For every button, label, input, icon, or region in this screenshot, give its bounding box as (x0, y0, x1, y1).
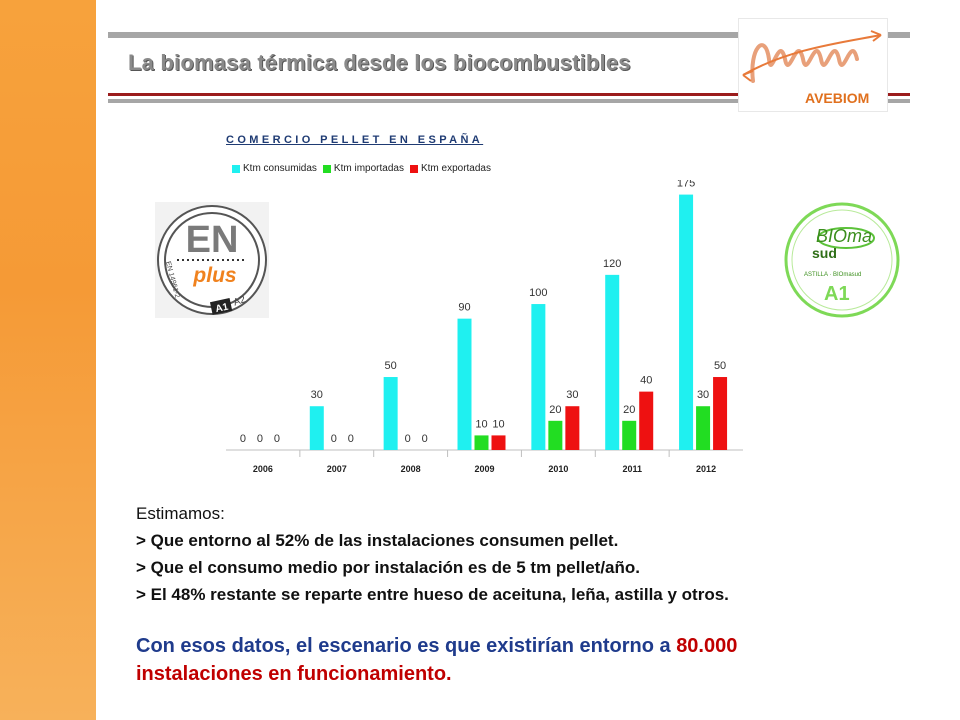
bar-data-label: 175 (677, 180, 695, 190)
bar-ktm-consumidas (679, 194, 694, 450)
bar-ktm-importadas (696, 406, 711, 450)
bar-data-label: 0 (422, 433, 428, 445)
legend-label-consumidas: Ktm consumidas (243, 163, 317, 174)
bar-data-label: 0 (348, 433, 354, 445)
enplus-main-text: EN (186, 219, 239, 261)
bar-data-label: 50 (714, 360, 726, 372)
legend-label-exportadas: Ktm exportadas (420, 163, 491, 174)
enplus-class-a1: A1 (215, 302, 230, 316)
bar-ktm-consumidas (457, 318, 472, 450)
bar-data-label: 0 (405, 433, 411, 445)
bar-data-label: 120 (603, 258, 621, 270)
x-tick-label: 2006 (253, 464, 273, 474)
avebiom-logo-text: AVEBIOM (805, 90, 869, 106)
left-accent-band (0, 0, 96, 720)
conclusion-text: Con esos datos, el escenario es que exis… (136, 632, 737, 688)
bar-data-label: 0 (331, 433, 337, 445)
bullet-1: > Que entorno al 52% de las instalacione… (136, 531, 619, 550)
biomasud-ring-text: ASTILLA · BIOmasud (804, 272, 861, 278)
bar-ktm-consumidas (531, 304, 546, 450)
x-tick-label: 2010 (548, 464, 568, 474)
conclusion-part-b: instalaciones en funcionamiento. (136, 663, 452, 685)
bar-data-label: 30 (566, 389, 578, 401)
bar-ktm-exportadas (565, 406, 580, 450)
legend-swatch-consumidas (232, 164, 240, 173)
x-tick-label: 2007 (327, 464, 347, 474)
conclusion-line-1: Con esos datos, el escenario es que exis… (136, 632, 737, 660)
bar-data-label: 20 (549, 404, 561, 416)
legend-item-consumidas: Ktm consumidas (232, 163, 317, 174)
intro-text: Estimamos: (136, 504, 225, 523)
bar-data-label: 0 (257, 433, 263, 445)
bar-data-label: 90 (458, 302, 470, 314)
header-red-line (108, 93, 910, 96)
legend-item-exportadas: Ktm exportadas (409, 163, 491, 174)
enplus-class-a2: A2 (232, 294, 248, 309)
bar-ktm-consumidas (605, 274, 620, 450)
avebiom-logo-graphic: AVEBIOM (742, 30, 882, 106)
biomasud-line1: BIOma (816, 226, 872, 246)
bar-data-label: 100 (529, 287, 547, 299)
legend-item-importadas: Ktm importadas (322, 163, 404, 174)
header-gray-line (108, 32, 910, 38)
bar-data-label: 0 (240, 433, 246, 445)
bar-data-label: 30 (697, 389, 709, 401)
bar-data-label: 10 (492, 418, 504, 430)
body-text: Estimamos: > Que entorno al 52% de las i… (136, 500, 729, 608)
enplus-seal: EN plus EN 14961-2 A1 A2 (155, 202, 269, 323)
x-tick-label: 2008 (401, 464, 421, 474)
biomasud-line2: sud (812, 245, 837, 261)
bullet-3: > El 48% restante se reparte entre hueso… (136, 585, 729, 604)
bar-ktm-importadas (622, 420, 637, 450)
bar-data-label: 50 (385, 360, 397, 372)
chart-legend: Ktm consumidas Ktm importadas Ktm export… (232, 163, 491, 174)
biomasud-class: A1 (824, 283, 850, 305)
bar-ktm-exportadas (639, 391, 654, 450)
legend-label-importadas: Ktm importadas (333, 163, 404, 174)
bar-data-label: 10 (475, 418, 487, 430)
biomasud-seal: BIOma sud ASTILLA · BIOmasud A1 (782, 200, 902, 325)
bar-data-label: 0 (274, 433, 280, 445)
slide-title: La biomasa térmica desde los biocombusti… (128, 50, 631, 75)
bar-ktm-exportadas (491, 435, 506, 450)
legend-swatch-importadas (322, 164, 331, 173)
bullet-2: > Que el consumo medio por instalación e… (136, 558, 640, 577)
bar-ktm-consumidas (383, 377, 398, 450)
legend-swatch-exportadas (409, 164, 418, 173)
chart-title: COMERCIO PELLET EN ESPAÑA (226, 134, 484, 146)
bar-ktm-importadas (474, 435, 489, 450)
enplus-sub-text: plus (192, 264, 236, 287)
conclusion-number: 80.000 (676, 635, 738, 657)
biomasud-seal-graphic: BIOma sud ASTILLA · BIOmasud A1 (784, 202, 900, 318)
conclusion-part-a: Con esos datos, el escenario es que exis… (136, 635, 677, 657)
bar-data-label: 30 (311, 389, 323, 401)
enplus-seal-graphic: EN plus EN 14961-2 A1 A2 (155, 202, 269, 318)
header-gray-underline (108, 99, 910, 103)
avebiom-logo: AVEBIOM (738, 18, 888, 112)
bar-data-label: 40 (640, 375, 652, 387)
bar-ktm-importadas (548, 420, 563, 450)
x-tick-label: 2009 (474, 464, 494, 474)
bar-ktm-exportadas (713, 377, 728, 450)
x-tick-label: 2011 (622, 464, 642, 474)
x-tick-label: 2012 (696, 464, 716, 474)
bar-data-label: 20 (623, 404, 635, 416)
bar-ktm-consumidas (309, 406, 324, 450)
